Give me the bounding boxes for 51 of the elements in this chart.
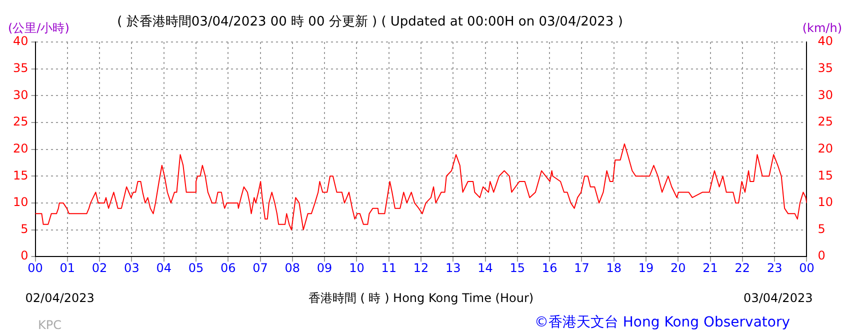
y-tick-label: 25 [12, 114, 28, 129]
x-tick-label: 16 [542, 260, 558, 275]
y2-tick-label: 0 [818, 248, 826, 263]
text: 02/04/2023 [25, 291, 94, 306]
y-tick-label: 15 [12, 168, 28, 182]
x-tick-label: 02 [92, 260, 108, 275]
x-tick-label: 19 [638, 260, 654, 275]
y-tick-label: 40 [12, 34, 28, 48]
x-tick-label: 05 [188, 260, 204, 275]
y2-axis-title: (km/h) [802, 21, 842, 36]
text: ©香港天文台 Hong Kong Observatory [534, 314, 790, 331]
text: 03/04/2023 [744, 291, 813, 306]
y2-tick-label: 5 [818, 222, 826, 236]
x-tick-label: 22 [734, 260, 750, 275]
x-tick-label: 12 [413, 260, 429, 275]
x-tick-label: 21 [702, 260, 718, 275]
y-axis-title: (公里/小時) [8, 21, 70, 36]
x-tick-label: 13 [446, 260, 461, 275]
y-tick-label: 20 [12, 141, 28, 156]
x-tick-label: 00 [28, 260, 43, 275]
x-tick-label: 01 [60, 260, 76, 275]
y-tick-label: 5 [20, 222, 28, 236]
x-tick-label: 03 [124, 260, 140, 275]
x-tick-label: 20 [670, 260, 686, 275]
y2-tick-label: 40 [818, 34, 834, 48]
y2-tick-label: 30 [818, 88, 834, 102]
x-tick-label: 00 [799, 260, 814, 275]
x-tick-label: 09 [316, 260, 332, 275]
y-tick-label: 35 [12, 60, 28, 75]
x-tick-label: 10 [349, 260, 364, 275]
x-tick-label: 11 [381, 260, 396, 275]
x-tick-label: 04 [156, 260, 172, 275]
y2-tick-label: 25 [818, 114, 834, 129]
y2-tick-label: 10 [818, 195, 834, 210]
y-tick-label: 0 [20, 248, 28, 263]
chart-title: ( 於香港時間03/04/2023 00 時 00 分更新 ) ( Updated at 00:00H on 03/04/2023 ) [117, 14, 623, 30]
x-tick-label: 17 [574, 260, 590, 275]
x-tick-label: 06 [220, 260, 236, 275]
y-tick-label: 10 [12, 195, 28, 210]
x-tick-label: 14 [478, 260, 493, 275]
text: KPC [38, 318, 62, 332]
x-tick-label: 07 [252, 260, 268, 275]
y2-tick-label: 35 [818, 60, 834, 75]
x-tick-label: 08 [284, 260, 300, 275]
y2-tick-label: 15 [818, 168, 834, 182]
x-axis-title: 香港時間 ( 時 ) Hong Kong Time (Hour) [308, 291, 534, 306]
y2-tick-label: 20 [818, 141, 834, 156]
x-tick-label: 18 [606, 260, 622, 275]
x-tick-label: 15 [510, 260, 526, 275]
y-tick-label: 30 [12, 88, 28, 102]
x-tick-label: 23 [766, 260, 782, 275]
